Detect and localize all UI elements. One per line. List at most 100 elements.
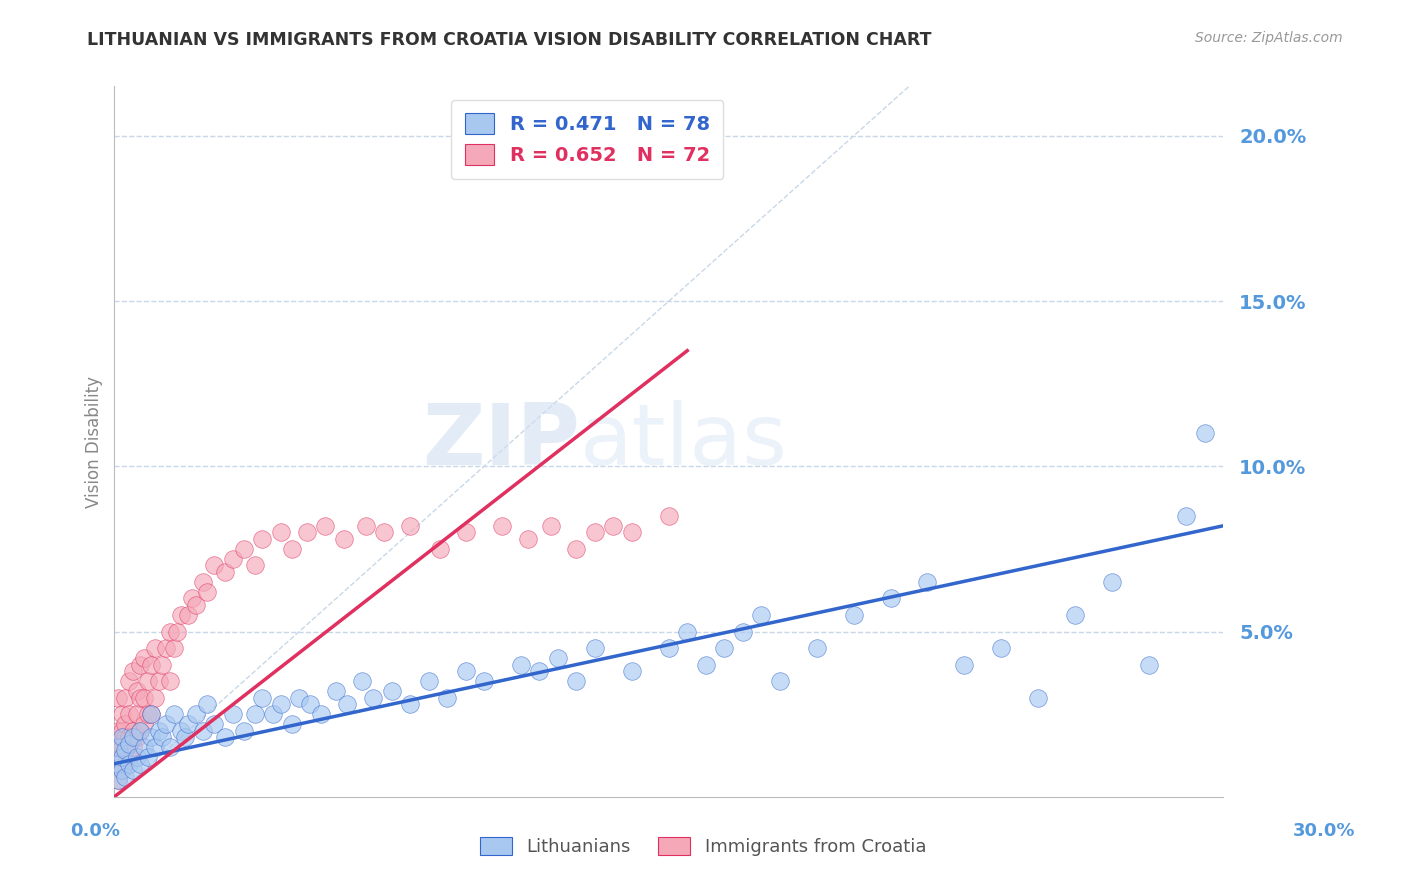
Point	[295, 525, 318, 540]
Point	[114, 743, 136, 757]
Point	[252, 532, 274, 546]
Point	[118, 674, 141, 689]
Point	[177, 717, 200, 731]
Point	[114, 731, 136, 745]
Point	[336, 697, 359, 711]
Point	[540, 518, 562, 533]
Point	[152, 657, 174, 672]
Point	[418, 674, 440, 689]
Point	[270, 525, 292, 540]
Point	[299, 697, 322, 711]
Point	[107, 773, 129, 788]
Point	[181, 591, 204, 606]
Point	[202, 558, 225, 573]
Point	[118, 737, 141, 751]
Text: ZIP: ZIP	[422, 400, 581, 483]
Point	[143, 740, 166, 755]
Point	[436, 690, 458, 705]
Point	[917, 574, 939, 589]
Point	[129, 723, 152, 738]
Point	[107, 756, 129, 771]
Point	[731, 624, 754, 639]
Point	[152, 731, 174, 745]
Point	[141, 657, 163, 672]
Point	[454, 664, 477, 678]
Text: LITHUANIAN VS IMMIGRANTS FROM CROATIA VISION DISABILITY CORRELATION CHART: LITHUANIAN VS IMMIGRANTS FROM CROATIA VI…	[87, 31, 932, 49]
Point	[136, 707, 159, 722]
Point	[350, 674, 373, 689]
Point	[288, 690, 311, 705]
Point	[162, 641, 184, 656]
Point	[399, 518, 422, 533]
Point	[129, 756, 152, 771]
Point	[148, 674, 170, 689]
Point	[1028, 690, 1050, 705]
Point	[399, 697, 422, 711]
Text: 0.0%: 0.0%	[70, 822, 121, 840]
Point	[111, 764, 134, 778]
Point	[517, 532, 540, 546]
Point	[143, 690, 166, 705]
Point	[202, 717, 225, 731]
Point	[125, 684, 148, 698]
Point	[1175, 508, 1198, 523]
Point	[243, 707, 266, 722]
Point	[125, 731, 148, 745]
Point	[620, 525, 643, 540]
Point	[191, 723, 214, 738]
Point	[136, 674, 159, 689]
Point	[136, 750, 159, 764]
Point	[325, 684, 347, 698]
Point	[214, 565, 236, 579]
Point	[381, 684, 404, 698]
Point	[221, 551, 243, 566]
Point	[281, 717, 304, 731]
Point	[177, 607, 200, 622]
Point	[122, 664, 145, 678]
Point	[842, 607, 865, 622]
Point	[132, 690, 155, 705]
Point	[162, 707, 184, 722]
Point	[111, 723, 134, 738]
Point	[281, 541, 304, 556]
Point	[173, 731, 195, 745]
Point	[270, 697, 292, 711]
Point	[695, 657, 717, 672]
Point	[129, 657, 152, 672]
Point	[472, 674, 495, 689]
Point	[1064, 607, 1087, 622]
Point	[159, 674, 181, 689]
Point	[132, 651, 155, 665]
Point	[354, 518, 377, 533]
Point	[114, 690, 136, 705]
Point	[232, 723, 254, 738]
Legend: Lithuanians, Immigrants from Croatia: Lithuanians, Immigrants from Croatia	[472, 830, 934, 863]
Point	[565, 674, 588, 689]
Point	[953, 657, 976, 672]
Point	[373, 525, 395, 540]
Point	[155, 641, 177, 656]
Point	[195, 585, 218, 599]
Point	[565, 541, 588, 556]
Point	[122, 731, 145, 745]
Point	[166, 624, 188, 639]
Point	[111, 731, 134, 745]
Point	[806, 641, 828, 656]
Point	[155, 717, 177, 731]
Point	[114, 770, 136, 784]
Point	[529, 664, 551, 678]
Point	[132, 717, 155, 731]
Point	[1101, 574, 1123, 589]
Point	[107, 723, 129, 738]
Point	[454, 525, 477, 540]
Point	[583, 641, 606, 656]
Point	[214, 731, 236, 745]
Point	[159, 740, 181, 755]
Point	[118, 750, 141, 764]
Point	[111, 740, 134, 755]
Point	[141, 707, 163, 722]
Point	[252, 690, 274, 705]
Point	[243, 558, 266, 573]
Point	[125, 707, 148, 722]
Point	[107, 740, 129, 755]
